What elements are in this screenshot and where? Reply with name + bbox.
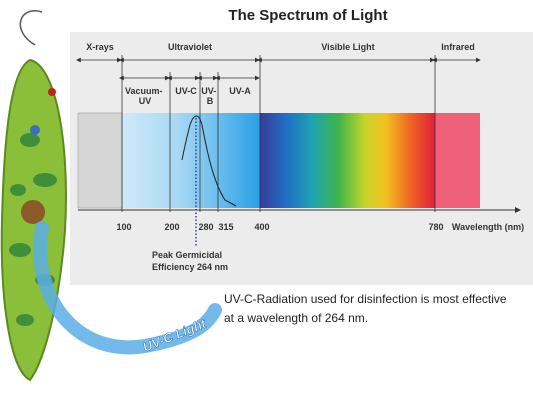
- sub-band-label: UV-C: [175, 86, 197, 96]
- caption: UV-C-Radiation used for disinfection is …: [224, 292, 510, 325]
- label-line: UV: [139, 96, 152, 106]
- sub-band-label: UV-A: [229, 86, 251, 96]
- band-label: Ultraviolet: [168, 42, 212, 52]
- band-label: Infrared: [441, 42, 475, 52]
- infrared-region: [435, 113, 480, 208]
- title: The Spectrum of Light: [228, 7, 387, 24]
- divider-lines: [121, 55, 436, 212]
- tick-label: 200: [164, 222, 179, 232]
- band-label: X-rays: [86, 42, 114, 52]
- uv-beam: [33, 221, 222, 355]
- tick-label: 780: [428, 222, 443, 232]
- sub-band-label: UV- B: [201, 86, 219, 106]
- tick-label: 280: [198, 222, 213, 232]
- annotation-line: Peak Germicidal: [152, 250, 222, 260]
- tick-label: 400: [254, 222, 269, 232]
- label-line: UV-: [201, 86, 216, 96]
- tick-label: 100: [116, 222, 131, 232]
- tick-label: 315: [218, 222, 233, 232]
- annotation-line: Efficiency 264 nm: [152, 262, 228, 272]
- caption-line: at a wavelength of 264 nm.: [224, 311, 368, 325]
- caption-line: UV-C-Radiation used for disinfection is …: [224, 292, 507, 306]
- uv-region: [122, 113, 260, 208]
- germicidal-curve: [181, 115, 237, 207]
- cell-illustration: [0, 10, 67, 382]
- sub-band-label: Vacuum- UV: [125, 86, 165, 106]
- band-arrows: [76, 57, 481, 81]
- label-line: Vacuum-: [125, 86, 163, 96]
- axis-label: Wavelength (nm): [452, 222, 524, 232]
- band-label: Visible Light: [321, 42, 374, 52]
- label-line: B: [207, 96, 214, 106]
- visible-region: [260, 113, 435, 208]
- xray-region: [77, 112, 123, 209]
- annotation: Peak Germicidal Efficiency 264 nm: [152, 250, 228, 272]
